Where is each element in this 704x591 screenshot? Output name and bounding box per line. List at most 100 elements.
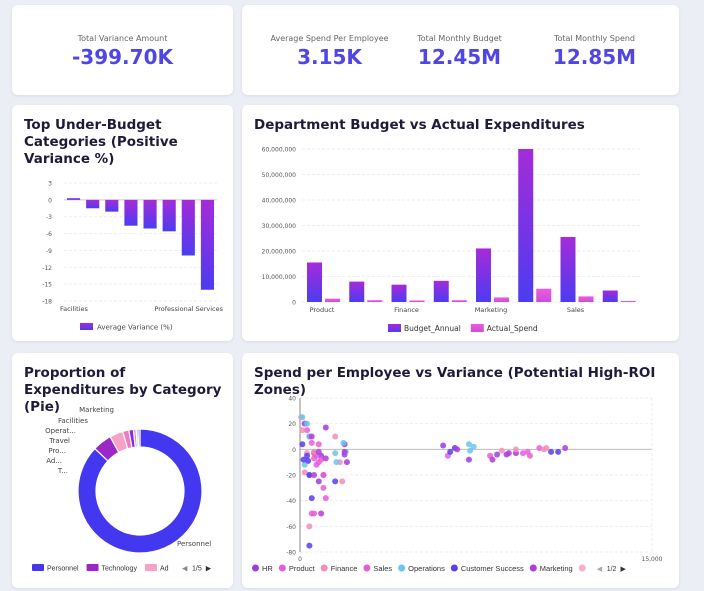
legend-marker[interactable] [450,564,458,572]
legend-label: Budget_Annual [404,324,461,333]
expenditure-pie-card: Proportion of Expenditures by Category (… [12,353,233,588]
legend-label[interactable]: Finance [331,564,358,573]
bar-actual-spend [367,300,383,302]
legend-label[interactable]: Customer Success [461,564,524,573]
scatter-point [322,495,329,502]
y-tick-label: -6 [46,231,52,238]
bar-actual-spend [409,300,425,302]
scatter-point [299,441,306,448]
scatter-point [320,484,327,491]
scatter-point [519,450,526,457]
bar-budget-annual [602,290,618,302]
legend-marker[interactable] [320,564,328,572]
pie-slice [137,428,141,448]
legend-label[interactable]: Product [289,564,316,573]
legend-marker[interactable] [278,564,286,572]
scatter-point [548,448,555,455]
bar-budget-annual [560,236,576,302]
kpi-label: Total Variance Amount [77,34,168,43]
legend-marker[interactable] [398,564,406,572]
scatter-point [311,510,318,517]
scatter-point [304,420,311,427]
y-tick-label: 60,000,000 [262,147,297,154]
scatter-point [311,448,318,455]
legend-prev-button[interactable]: ◀ [182,565,188,573]
legend-label[interactable]: Sales [373,564,392,573]
scatter-point [498,447,505,454]
scatter-point [526,452,533,459]
y-tick-label: -3 [46,214,52,221]
legend-swatch [86,564,99,571]
y-tick-label: -15 [42,282,52,289]
scatter-point [304,427,311,434]
bar-actual-spend [536,288,552,302]
chart-title: Spend per Employee vs Variance (Potentia… [254,365,656,398]
pie-label: Travel [48,437,70,445]
pie-label: Pro... [48,447,66,455]
legend-label[interactable]: Operations [408,564,445,573]
bar-actual-spend [494,297,509,302]
y-tick-label: -60 [286,524,296,531]
kpi-avg-spend: Average Spend Per Employee 3.15K [262,34,397,69]
bar [181,199,195,256]
scatter-point [454,446,461,453]
scatter-point [543,445,550,452]
legend-marker[interactable] [529,564,537,572]
legend-label: Actual_Spend [487,324,538,333]
scatter-point [301,469,308,476]
scatter-point [512,446,519,453]
legend-marker[interactable] [252,564,259,572]
scatter-point [305,457,312,464]
scatter-point [440,442,447,449]
bar [105,199,119,212]
scatter-point [299,427,306,434]
y-tick-label: 30,000,000 [262,223,297,230]
bar [143,199,157,229]
legend-page: 1/2 [607,566,617,573]
legend-swatch [32,564,44,571]
scatter-point [311,472,318,478]
scatter-point [447,448,454,455]
legend-swatch [388,324,401,332]
scatter-point [340,439,347,446]
y-tick-label: -18 [42,299,52,306]
legend-swatch [80,323,93,330]
scatter-point [494,451,501,458]
x-tick-label: Sales [567,306,585,314]
bar [162,199,176,232]
scatter-point [308,439,315,446]
scatter-point [536,445,543,452]
x-tick-label: 15,000 [642,556,663,563]
bar-budget-annual [349,281,365,302]
kpi-label: Total Monthly Spend [553,34,636,43]
scatter-point [343,459,350,466]
legend-marker[interactable] [363,564,371,572]
y-tick-label: 0 [292,300,296,307]
pie-label: Personnel [177,540,211,548]
scatter-point [315,441,322,448]
scatter-point [301,461,308,468]
legend-label[interactable]: Marketing [540,564,573,573]
legend-label[interactable]: HR [262,564,273,573]
legend-label: Average Variance (%) [97,324,173,332]
scatter-point [311,455,318,462]
legend-next-button[interactable]: ▶ [206,565,212,573]
kpi-monthly-spend: Total Monthly Spend 12.85M [532,34,657,69]
y-tick-label: -20 [286,473,296,480]
scatter-point [467,447,474,454]
scatter-point [465,441,472,448]
scatter-point [315,478,322,485]
scatter-point [555,448,562,455]
kpi-card-group: Average Spend Per Employee 3.15K Total M… [242,5,679,95]
x-tick-label: Product [310,306,335,314]
legend-prev-button[interactable]: ◀ [597,565,603,573]
y-tick-label: 3 [48,181,52,188]
pie-label: T... [57,467,68,475]
y-tick-label: 40 [288,396,296,403]
legend-marker[interactable] [578,564,586,572]
legend-next-button[interactable]: ▶ [620,565,626,573]
expenditure-pie-chart: Personnel T... Ad... Pro... Travel Operat... F… [32,406,212,573]
scatter-card: Spend per Employee vs Variance (Potentia… [242,353,679,588]
scatter-point [465,456,472,463]
